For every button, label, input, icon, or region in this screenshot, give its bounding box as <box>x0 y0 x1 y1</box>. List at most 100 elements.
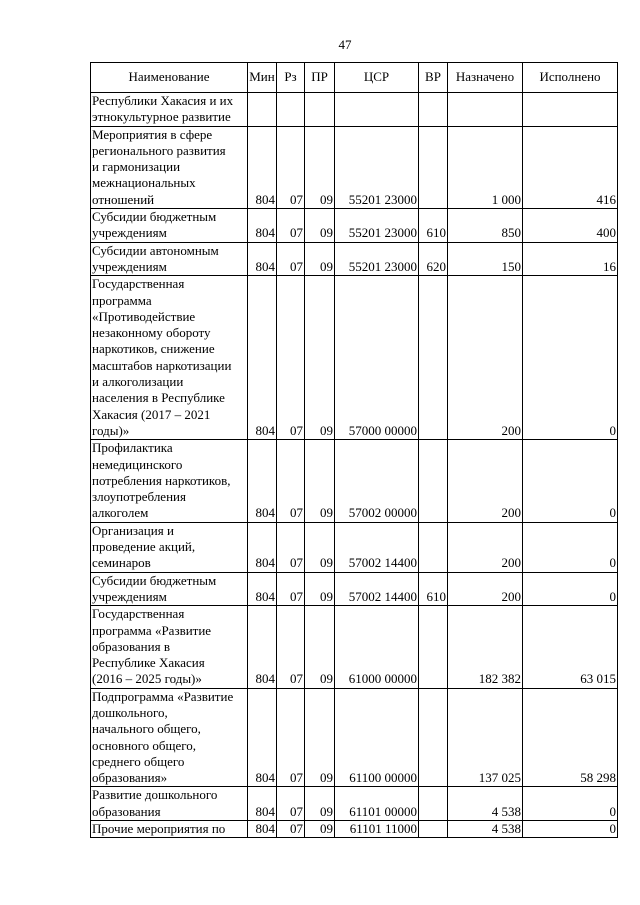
header-vr: ВР <box>418 62 448 93</box>
cell-executed: 0 <box>522 439 618 523</box>
cell-csr: 61101 11000 <box>334 820 419 839</box>
cell-assigned: 200 <box>447 571 523 607</box>
cell-pr: 09 <box>304 439 335 523</box>
cell-min: 804 <box>247 571 277 607</box>
table-row: Профилактика немедицинского потребления … <box>90 439 618 523</box>
cell-pr: 09 <box>304 521 335 573</box>
header-csr: ЦСР <box>334 62 419 93</box>
cell-pr: 09 <box>304 275 335 441</box>
cell-rz: 07 <box>276 439 305 523</box>
cell-vr: 610 <box>418 208 448 243</box>
cell-vr <box>418 786 448 822</box>
cell-pr: 09 <box>304 820 335 839</box>
cell-vr <box>418 521 448 573</box>
cell-pr: 09 <box>304 208 335 243</box>
table-row: Организация и проведение акций, семинаро… <box>90 521 618 573</box>
cell-rz: 07 <box>276 521 305 573</box>
table-row: Развитие дошкольного образования 804 07 09 6… <box>90 786 618 822</box>
cell-min: 804 <box>247 208 277 243</box>
cell-executed: 400 <box>522 208 618 243</box>
cell-rz: 07 <box>276 241 305 277</box>
table-row: Республики Хакасия и их этнокультурное р… <box>90 92 618 127</box>
cell-min: 804 <box>247 786 277 822</box>
cell-vr: 610 <box>418 571 448 607</box>
cell-executed: 0 <box>522 521 618 573</box>
cell-name: Государственная программа «Развитие обра… <box>90 605 248 689</box>
table-row: Подпрограмма «Развитие дошкольного, нача… <box>90 687 618 788</box>
table-row: Прочие мероприятия по 804 07 09 61101 11000 4… <box>90 820 618 839</box>
header-rz: Рз <box>276 62 305 93</box>
cell-pr: 09 <box>304 786 335 822</box>
budget-table: Наименование Мин Рз ПР ЦСР ВР Назначено … <box>90 62 618 839</box>
cell-rz: 07 <box>276 275 305 441</box>
cell-vr <box>418 92 448 127</box>
cell-rz <box>276 92 305 127</box>
cell-assigned: 850 <box>447 208 523 243</box>
cell-executed: 416 <box>522 125 618 210</box>
cell-min: 804 <box>247 125 277 210</box>
cell-min <box>247 92 277 127</box>
cell-name: Государственная программа «Противодейств… <box>90 275 248 441</box>
cell-executed: 0 <box>522 571 618 607</box>
cell-csr: 55201 23000 <box>334 241 419 277</box>
cell-executed: 0 <box>522 275 618 441</box>
header-min: Мин <box>247 62 277 93</box>
header-pr: ПР <box>304 62 335 93</box>
cell-vr <box>418 687 448 788</box>
cell-name: Субсидии автономным учреждениям <box>90 241 248 277</box>
cell-vr <box>418 125 448 210</box>
cell-min: 804 <box>247 820 277 839</box>
cell-vr: 620 <box>418 241 448 277</box>
cell-assigned: 4 538 <box>447 786 523 822</box>
cell-name: Подпрограмма «Развитие дошкольного, нача… <box>90 687 248 788</box>
cell-csr: 57002 00000 <box>334 439 419 523</box>
table-header-row: Наименование Мин Рз ПР ЦСР ВР Назначено … <box>90 62 618 93</box>
cell-csr: 61100 00000 <box>334 687 419 788</box>
cell-executed: 0 <box>522 820 618 839</box>
cell-min: 804 <box>247 687 277 788</box>
cell-vr <box>418 605 448 689</box>
cell-executed: 16 <box>522 241 618 277</box>
cell-pr: 09 <box>304 605 335 689</box>
cell-assigned: 137 025 <box>447 687 523 788</box>
table-row: Субсидии автономным учреждениям 804 07 09 55… <box>90 241 618 277</box>
table-row: Мероприятия в сфере регионального развит… <box>90 125 618 210</box>
cell-rz: 07 <box>276 208 305 243</box>
cell-name: Профилактика немедицинского потребления … <box>90 439 248 523</box>
cell-rz: 07 <box>276 571 305 607</box>
cell-vr <box>418 820 448 839</box>
table-row: Субсидии бюджетным учреждениям 804 07 09 552… <box>90 208 618 243</box>
cell-csr: 57000 00000 <box>334 275 419 441</box>
cell-executed <box>522 92 618 127</box>
cell-assigned <box>447 92 523 127</box>
cell-min: 804 <box>247 241 277 277</box>
cell-assigned: 200 <box>447 275 523 441</box>
cell-csr: 55201 23000 <box>334 208 419 243</box>
cell-name: Развитие дошкольного образования <box>90 786 248 822</box>
cell-rz: 07 <box>276 687 305 788</box>
header-executed: Исполнено <box>522 62 618 93</box>
cell-assigned: 200 <box>447 439 523 523</box>
table-row: Государственная программа «Противодейств… <box>90 275 618 441</box>
cell-vr <box>418 439 448 523</box>
cell-name: Республики Хакасия и их этнокультурное р… <box>90 92 248 127</box>
cell-assigned: 150 <box>447 241 523 277</box>
cell-csr: 61101 00000 <box>334 786 419 822</box>
cell-assigned: 1 000 <box>447 125 523 210</box>
cell-assigned: 200 <box>447 521 523 573</box>
cell-min: 804 <box>247 439 277 523</box>
cell-rz: 07 <box>276 820 305 839</box>
cell-assigned: 4 538 <box>447 820 523 839</box>
cell-csr: 57002 14400 <box>334 521 419 573</box>
header-name: Наименование <box>90 62 248 93</box>
header-assigned: Назначено <box>447 62 523 93</box>
cell-min: 804 <box>247 275 277 441</box>
cell-csr <box>334 92 419 127</box>
cell-min: 804 <box>247 605 277 689</box>
cell-pr: 09 <box>304 241 335 277</box>
cell-csr: 57002 14400 <box>334 571 419 607</box>
cell-pr: 09 <box>304 687 335 788</box>
cell-assigned: 182 382 <box>447 605 523 689</box>
cell-executed: 58 298 <box>522 687 618 788</box>
cell-rz: 07 <box>276 125 305 210</box>
